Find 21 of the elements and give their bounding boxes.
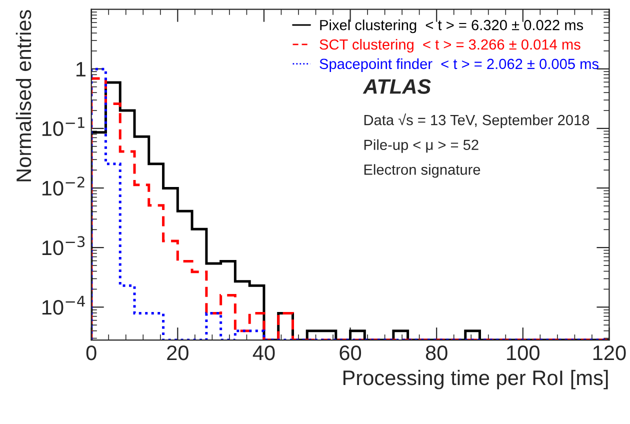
- x-tick-label: 80: [426, 345, 448, 360]
- x-tick-label: 40: [252, 345, 275, 360]
- x-tick-label: 20: [167, 345, 188, 360]
- legend-label: SCT clustering < t > = 3.266 ± 0.014 ms: [320, 38, 580, 53]
- legend-label: Pixel clustering < t > = 6.320 ± 0.022 ms: [320, 20, 584, 34]
- y-axis-title: Normalised entries: [16, 10, 32, 182]
- y-tick-label: 1: [76, 62, 86, 76]
- x-tick-label: 100: [507, 345, 540, 360]
- x-axis-title: Processing time per RoI [ms]: [343, 370, 608, 390]
- y-tick-label: 10$^{−1}$: [42, 117, 84, 136]
- annotation: Data √s = 13 TeV, September 2018: [364, 114, 590, 128]
- legend-label: Spacepoint finder < t > = 2.062 ± 0.005 ms: [320, 58, 598, 72]
- x-tick-label: 60: [340, 345, 362, 360]
- y-tick-label: 10$^{−2}$: [42, 176, 84, 196]
- annotation: Electron signature: [364, 164, 480, 178]
- x-tick-label: 120: [593, 345, 626, 360]
- x-tick-label: 0: [86, 345, 96, 360]
- y-tick-label: 10$^{−3}$: [42, 236, 85, 256]
- annotation: Pile-up < μ > = 52: [364, 139, 478, 153]
- y-tick-label: 10$^{−4}$: [42, 296, 85, 315]
- annotation: ATLAS: [362, 79, 431, 94]
